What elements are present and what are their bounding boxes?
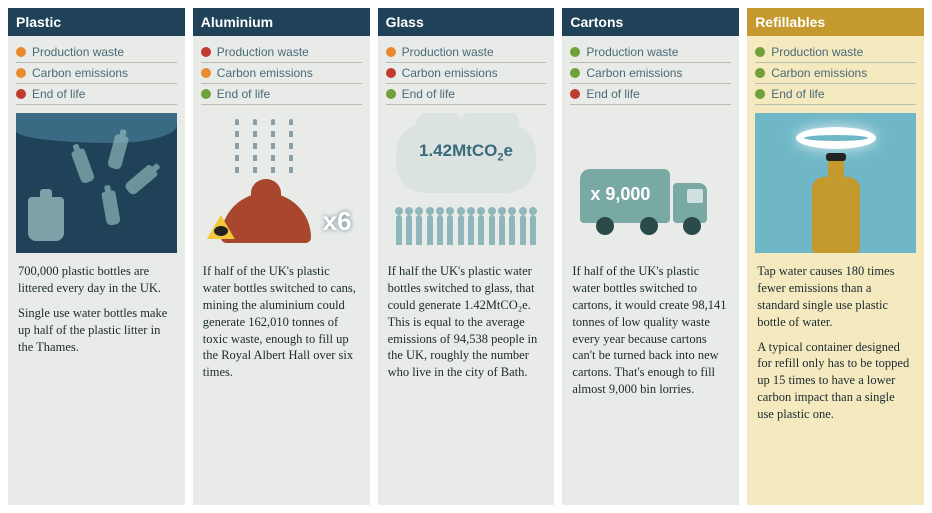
card-glass: Glass Production waste Carbon emissions … xyxy=(378,8,555,505)
metric-carbon: Carbon emissions xyxy=(201,63,362,84)
card-body: If half the UK's plastic water bottles s… xyxy=(378,259,555,399)
metric-production: Production waste xyxy=(755,42,916,63)
paragraph: If half the UK's plastic water bottles s… xyxy=(388,263,545,381)
card-body: Tap water causes 180 times fewer emissio… xyxy=(747,259,924,441)
metric-carbon: Carbon emissions xyxy=(386,63,547,84)
dot-icon xyxy=(386,68,396,78)
card-plastic: Plastic Production waste Carbon emission… xyxy=(8,8,185,505)
metric-label: End of life xyxy=(586,87,639,101)
card-header: Cartons xyxy=(562,8,739,36)
dot-icon xyxy=(755,68,765,78)
card-header: Aluminium xyxy=(193,8,370,36)
dot-icon xyxy=(201,47,211,57)
dot-icon xyxy=(16,47,26,57)
card-body: 700,000 plastic bottles are littered eve… xyxy=(8,259,185,373)
illustration-aluminium: x6 xyxy=(201,113,362,253)
metric-carbon: Carbon emissions xyxy=(570,63,731,84)
overlay-text: x 9,000 xyxy=(590,184,650,205)
halo-icon xyxy=(796,127,876,149)
paragraph: A typical container designed for refill … xyxy=(757,339,914,423)
card-header: Refillables xyxy=(747,8,924,36)
metric-carbon: Carbon emissions xyxy=(16,63,177,84)
metric-label: End of life xyxy=(771,87,824,101)
card-header: Glass xyxy=(378,8,555,36)
metric-label: End of life xyxy=(402,87,455,101)
dot-icon xyxy=(386,47,396,57)
bottle-icon xyxy=(812,177,860,253)
metric-label: Production waste xyxy=(32,45,124,59)
paragraph: 700,000 plastic bottles are littered eve… xyxy=(18,263,175,297)
metric-label: Production waste xyxy=(586,45,678,59)
metrics-list: Production waste Carbon emissions End of… xyxy=(193,36,370,107)
card-cartons: Cartons Production waste Carbon emission… xyxy=(562,8,739,505)
paragraph: Tap water causes 180 times fewer emissio… xyxy=(757,263,914,331)
people-row xyxy=(394,197,539,245)
metric-label: Production waste xyxy=(217,45,309,59)
metric-label: Carbon emissions xyxy=(217,66,313,80)
infographic-container: Plastic Production waste Carbon emission… xyxy=(8,8,924,505)
metric-eol: End of life xyxy=(570,84,731,105)
metric-eol: End of life xyxy=(386,84,547,105)
metric-label: Production waste xyxy=(771,45,863,59)
paragraph: If half of the UK's plastic water bottle… xyxy=(572,263,729,398)
illustration-plastic xyxy=(16,113,177,253)
metrics-list: Production waste Carbon emissions End of… xyxy=(378,36,555,107)
metric-eol: End of life xyxy=(201,84,362,105)
metric-production: Production waste xyxy=(386,42,547,63)
dot-icon xyxy=(16,89,26,99)
metrics-list: Production waste Carbon emissions End of… xyxy=(747,36,924,107)
card-aluminium: Aluminium Production waste Carbon emissi… xyxy=(193,8,370,505)
illustration-cartons: x 9,000 xyxy=(570,113,731,253)
dot-icon xyxy=(570,47,580,57)
metrics-list: Production waste Carbon emissions End of… xyxy=(562,36,739,107)
metric-label: Carbon emissions xyxy=(402,66,498,80)
paragraph: Single use water bottles make up half of… xyxy=(18,305,175,356)
skull-icon xyxy=(214,226,228,236)
illustration-refillables xyxy=(755,113,916,253)
dot-icon xyxy=(201,89,211,99)
dot-icon xyxy=(201,68,211,78)
dot-icon xyxy=(755,89,765,99)
dot-icon xyxy=(755,47,765,57)
cloud-label: 1.42MtCO2e xyxy=(386,141,547,163)
metric-carbon: Carbon emissions xyxy=(755,63,916,84)
metric-label: Carbon emissions xyxy=(32,66,128,80)
dot-icon xyxy=(570,89,580,99)
metric-label: Production waste xyxy=(402,45,494,59)
metric-label: Carbon emissions xyxy=(771,66,867,80)
card-body: If half of the UK's plastic water bottle… xyxy=(193,259,370,399)
dot-icon xyxy=(570,68,580,78)
overlay-text: x6 xyxy=(323,206,352,237)
metric-production: Production waste xyxy=(16,42,177,63)
card-body: If half of the UK's plastic water bottle… xyxy=(562,259,739,416)
dot-icon xyxy=(16,68,26,78)
card-refillables: Refillables Production waste Carbon emis… xyxy=(747,8,924,505)
metric-eol: End of life xyxy=(755,84,916,105)
card-header: Plastic xyxy=(8,8,185,36)
metric-label: End of life xyxy=(217,87,270,101)
metric-label: Carbon emissions xyxy=(586,66,682,80)
metric-production: Production waste xyxy=(201,42,362,63)
paragraph: If half of the UK's plastic water bottle… xyxy=(203,263,360,381)
dot-icon xyxy=(386,89,396,99)
metrics-list: Production waste Carbon emissions End of… xyxy=(8,36,185,107)
metric-eol: End of life xyxy=(16,84,177,105)
illustration-glass: 1.42MtCO2e xyxy=(386,113,547,253)
metric-label: End of life xyxy=(32,87,85,101)
metric-production: Production waste xyxy=(570,42,731,63)
